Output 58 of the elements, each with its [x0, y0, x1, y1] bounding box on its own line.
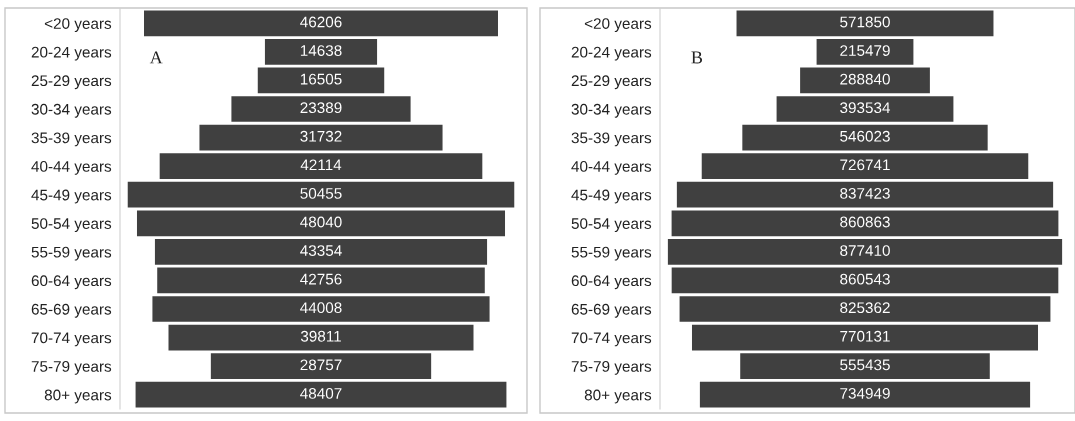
- data-label: 546023: [840, 130, 890, 142]
- category-label: 80+ years: [584, 389, 652, 404]
- category-label: 45-49 years: [571, 189, 652, 204]
- data-label: 837423: [840, 188, 890, 199]
- data-label: 31732: [300, 130, 342, 142]
- category-label: 80+ years: [44, 389, 112, 404]
- data-label: 860543: [840, 273, 890, 285]
- category-label: 20-24 years: [31, 46, 112, 61]
- category-label: 60-64 years: [571, 275, 652, 290]
- data-label: 50455: [300, 188, 342, 199]
- category-label: 40-44 years: [571, 161, 652, 175]
- data-label: 734949: [840, 388, 890, 399]
- data-label: 860863: [840, 216, 890, 228]
- category-label: 60-64 years: [31, 275, 112, 290]
- data-label: 42114: [300, 159, 342, 171]
- category-label: 55-59 years: [571, 246, 652, 261]
- data-label: 770131: [840, 330, 890, 342]
- data-label: 48407: [300, 388, 342, 399]
- category-label: 70-74 years: [31, 332, 112, 347]
- category-label: 30-34 years: [31, 103, 112, 118]
- data-label: 288840: [840, 73, 890, 85]
- data-label: 43354: [300, 245, 342, 256]
- data-label: 39811: [300, 330, 341, 342]
- category-label: 45-49 years: [31, 189, 112, 204]
- data-label: 28757: [300, 359, 342, 371]
- category-label: 50-54 years: [31, 218, 112, 232]
- data-label: 825362: [840, 302, 890, 314]
- text: A: [149, 51, 163, 64]
- category-label: 40-44 years: [31, 161, 112, 175]
- category-label: 70-74 years: [571, 332, 652, 347]
- data-label: 14638: [300, 45, 342, 56]
- category-label: 50-54 years: [571, 218, 652, 232]
- data-label: 46206: [300, 16, 342, 28]
- data-label: 42756: [300, 273, 342, 285]
- category-label: 65-69 years: [571, 303, 652, 318]
- data-label: 555435: [840, 359, 890, 371]
- category-label: 55-59 years: [31, 246, 112, 261]
- data-label: 571850: [840, 16, 890, 28]
- category-label: 25-29 years: [571, 75, 652, 90]
- category-label: 35-39 years: [571, 132, 652, 147]
- category-label: 65-69 years: [31, 303, 112, 318]
- category-label: <20 years: [44, 18, 112, 32]
- text: B: [691, 51, 703, 64]
- data-label: 48040: [300, 216, 342, 228]
- data-label: 393534: [840, 102, 891, 114]
- data-label: 16505: [300, 73, 342, 85]
- category-label: <20 years: [584, 18, 652, 32]
- category-label: 30-34 years: [571, 103, 652, 118]
- category-label: 75-79 years: [31, 361, 112, 375]
- data-label: 23389: [300, 102, 342, 114]
- data-label: 215479: [840, 45, 890, 56]
- category-label: 20-24 years: [571, 46, 652, 61]
- data-label: 44008: [300, 302, 342, 314]
- category-label: 75-79 years: [571, 361, 652, 375]
- category-label: 35-39 years: [31, 132, 112, 147]
- data-label: 877410: [840, 245, 890, 256]
- data-label: 726741: [840, 159, 890, 171]
- category-label: 25-29 years: [31, 75, 112, 90]
